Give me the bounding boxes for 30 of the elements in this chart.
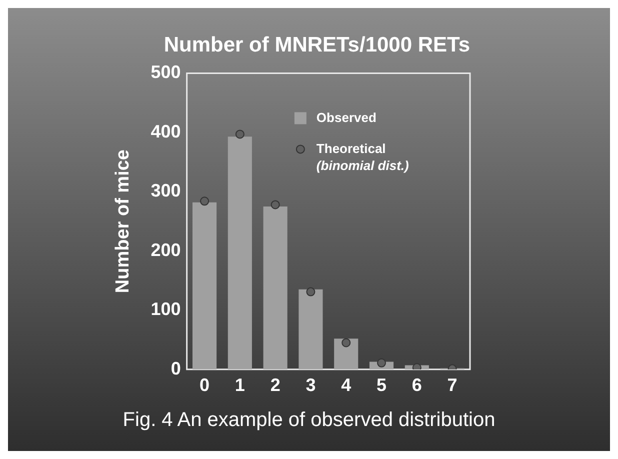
x-tick-label: 7: [447, 375, 458, 396]
x-tick-label: 5: [376, 375, 387, 396]
bar: [298, 289, 323, 370]
caption: Fig. 4 An example of observed distribution: [122, 409, 496, 432]
bar: [228, 136, 252, 370]
x-tick-label: 2: [270, 375, 280, 396]
x-tick-label: 4: [341, 375, 352, 396]
bar: [263, 206, 288, 370]
y-tick-label: 200: [150, 240, 181, 260]
bar: [334, 338, 358, 370]
point: [377, 358, 386, 368]
x-tick-label: 6: [412, 375, 422, 396]
y-axis-title: Number of mice: [112, 150, 134, 294]
x-tick-label: 1: [234, 375, 245, 396]
legend-label: Observed: [316, 110, 376, 125]
point: [342, 338, 351, 348]
chart-title: Number of MNRETs/1000 RETs: [164, 33, 470, 56]
y-tick-label: 500: [150, 62, 181, 82]
x-tick-label: 3: [306, 375, 316, 396]
bar: [192, 202, 217, 370]
point: [270, 200, 280, 210]
y-tick-label: 100: [150, 299, 181, 320]
legend-label: Theoretical (binomial dist.): [316, 140, 409, 173]
y-tick-label: 0: [170, 358, 181, 378]
x-tick-label: 0: [200, 375, 210, 396]
y-tick-label: 300: [150, 180, 181, 201]
point: [200, 196, 210, 206]
point: [306, 287, 316, 296]
point: [235, 130, 244, 139]
y-tick-label: 400: [150, 121, 181, 142]
